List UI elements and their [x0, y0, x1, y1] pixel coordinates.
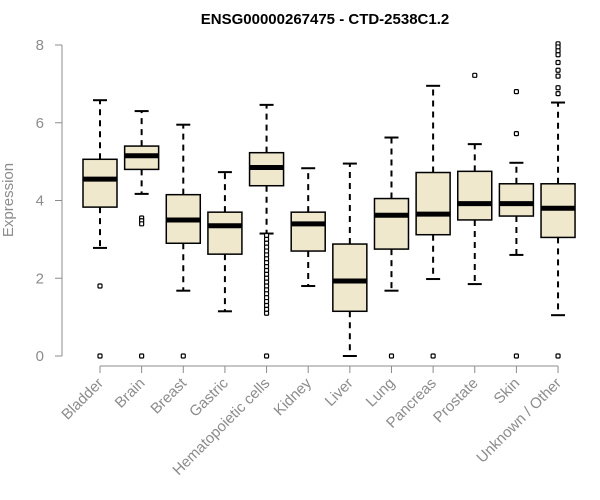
- box-group: [207, 171, 243, 313]
- box-group: [165, 123, 202, 359]
- box-group: [290, 167, 326, 288]
- x-tick-label: Prostate: [430, 375, 482, 427]
- box-group: [248, 103, 285, 359]
- box: [373, 197, 410, 250]
- chart-title: ENSG00000267475 - CTD-2538C1.2: [201, 11, 449, 28]
- outlier-point: [555, 90, 561, 97]
- y-tick-label: 6: [36, 115, 44, 132]
- x-tick-label: Breast: [147, 374, 190, 417]
- outlier-point: [513, 89, 520, 95]
- box: [290, 211, 326, 252]
- box: [332, 243, 368, 313]
- outlier-point: [555, 52, 561, 58]
- y-tick-label: 0: [36, 348, 44, 365]
- box: [82, 158, 118, 208]
- box-group: [373, 136, 410, 359]
- outlier-point: [555, 73, 561, 79]
- outlier-point: [139, 353, 145, 359]
- y-tick-label: 8: [36, 37, 44, 54]
- outlier-point: [430, 353, 436, 359]
- outlier-point: [555, 85, 561, 91]
- outlier-point: [263, 310, 270, 316]
- x-tick-label: Skin: [491, 375, 524, 408]
- y-tick-label: 2: [36, 270, 44, 287]
- outlier-point: [555, 67, 561, 73]
- outlier-point: [263, 353, 270, 359]
- outlier-point: [97, 283, 103, 289]
- x-tick-label: Kidney: [271, 374, 316, 419]
- outlier-point: [97, 353, 103, 359]
- y-axis-label: Expression: [0, 163, 17, 237]
- box: [498, 183, 535, 217]
- outlier-point: [472, 72, 478, 78]
- x-tick-label: Brain: [112, 375, 149, 412]
- boxes-layer: [82, 41, 576, 359]
- outlier-point: [555, 353, 561, 359]
- outlier-point: [139, 221, 145, 227]
- x-tick-label: Bladder: [58, 375, 107, 424]
- box-group: [123, 110, 160, 359]
- box-group: [498, 89, 535, 359]
- outlier-point: [513, 131, 520, 137]
- x-tick-label: Lung: [363, 375, 399, 411]
- x-tick-label: Liver: [322, 375, 357, 410]
- box: [457, 170, 493, 221]
- box-group: [540, 41, 576, 359]
- y-tick-label: 4: [36, 193, 44, 210]
- outlier-point: [388, 353, 395, 359]
- box-group: [332, 162, 368, 357]
- box: [207, 211, 243, 255]
- box-group: [415, 84, 451, 359]
- box-group: [457, 72, 493, 286]
- outlier-point: [513, 353, 520, 359]
- box-group: [82, 99, 118, 359]
- outlier-point: [555, 59, 561, 66]
- y-axis: 0 2 4 6 8: [36, 37, 63, 365]
- outlier-point: [180, 353, 186, 359]
- box: [415, 171, 451, 236]
